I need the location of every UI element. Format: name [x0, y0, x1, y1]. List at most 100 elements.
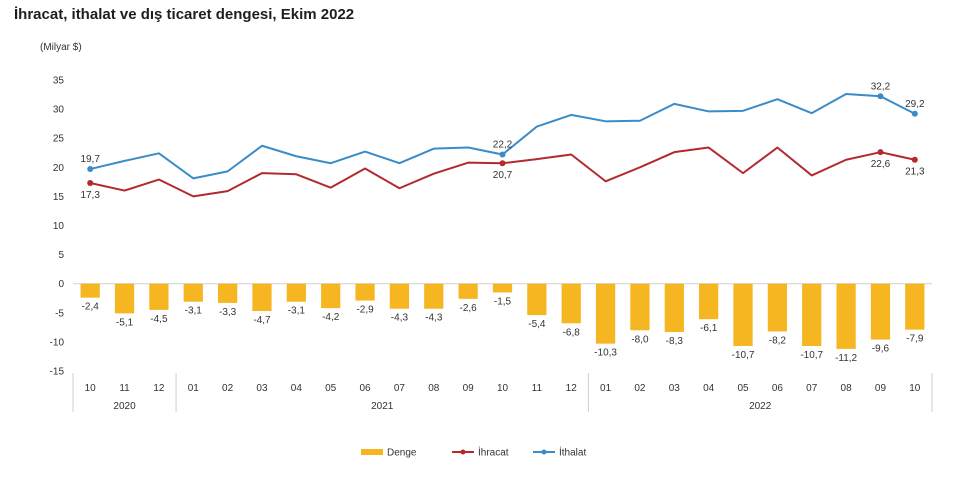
x-tick-label: 12 [566, 383, 578, 394]
denge-bar-label: -7,9 [906, 334, 924, 345]
denge-bar-label: -4,3 [391, 313, 409, 324]
x-tick-label: 11 [119, 383, 130, 394]
legend-marker-ihracat [460, 449, 466, 455]
denge-bar [870, 283, 891, 340]
x-tick-label: 05 [737, 383, 749, 394]
denge-bar-label: -11,2 [835, 353, 857, 364]
x-tick-label: 06 [359, 383, 371, 394]
denge-bar-label: -8,0 [631, 334, 649, 345]
chart-title: İhracat, ithalat ve dış ticaret dengesi,… [14, 6, 355, 23]
ihracat-point-label: 21,3 [905, 167, 925, 178]
x-tick-label: 06 [772, 383, 784, 394]
y-tick-label: 15 [53, 192, 65, 203]
ithalat-marker [87, 166, 94, 173]
denge-bar [561, 283, 581, 324]
x-tick-label: 02 [634, 383, 646, 394]
y-tick-label: 10 [53, 221, 65, 232]
denge-bar [286, 283, 306, 302]
x-tick-label: 07 [806, 383, 818, 394]
denge-bar [458, 283, 478, 299]
denge-bar-label: -2,6 [460, 303, 478, 314]
year-label: 2020 [113, 401, 136, 412]
denge-bar [321, 283, 341, 309]
y-tick-label: 20 [53, 163, 65, 174]
denge-bar [630, 283, 650, 331]
denge-bar-label: -6,1 [700, 323, 718, 334]
denge-bar [114, 283, 135, 314]
denge-bar-label: -4,7 [253, 315, 271, 326]
denge-bar-label: -3,1 [288, 306, 306, 317]
y-tick-label: -5 [55, 308, 64, 319]
denge-bar-label: -10,7 [800, 350, 823, 361]
denge-bar [149, 283, 169, 310]
denge-bar [767, 283, 788, 332]
legend-label: Denge [387, 448, 417, 459]
x-axis: 10 11 12 01 02 03 04 05 06 07 08 09 10 11 12 01 02 03 04 05… [72, 373, 933, 412]
denge-bar-label: -6,8 [563, 327, 581, 338]
legend-marker-ithalat [541, 449, 547, 455]
year-label: 2021 [371, 401, 394, 412]
denge-bar [389, 283, 410, 309]
y-tick-label: 35 [53, 76, 65, 87]
denge-bar-label: -1,5 [494, 296, 512, 307]
denge-bar-label: -4,5 [150, 314, 168, 325]
chart-legend: Denge İhracat İthalat [361, 446, 586, 459]
y-tick-label: -10 [50, 337, 65, 348]
denge-bar [492, 283, 513, 293]
y-tick-label: 25 [53, 134, 65, 145]
denge-bar [424, 283, 444, 309]
ithalat-marker [877, 93, 884, 100]
x-tick-label: 08 [841, 383, 853, 394]
ihracat-point-label: 17,3 [80, 190, 100, 201]
denge-bar [802, 283, 822, 346]
ihracat-marker [911, 156, 918, 163]
x-tick-label: 10 [85, 383, 97, 394]
denge-bar [733, 283, 753, 346]
y-tick-label: -15 [50, 367, 65, 378]
ihracat-marker [499, 160, 506, 167]
legend-swatch-denge [361, 449, 383, 455]
x-tick-label: 04 [291, 383, 303, 394]
denge-bar-label: -9,6 [872, 344, 890, 355]
denge-bar-label: -10,7 [732, 350, 755, 361]
denge-bar [80, 283, 100, 298]
x-tick-label: 12 [153, 383, 165, 394]
denge-bar-label: -8,2 [769, 335, 787, 346]
denge-bar [905, 283, 925, 330]
denge-bar [664, 283, 684, 333]
year-label: 2022 [749, 401, 772, 412]
ihracat-point-label: 22,6 [871, 159, 891, 170]
denge-bar-label: -10,3 [594, 348, 617, 359]
trade-lines [87, 92, 918, 198]
denge-bar [355, 283, 375, 301]
legend-label: İhracat [478, 446, 509, 459]
x-tick-label: 11 [532, 383, 543, 394]
x-tick-label: 08 [428, 383, 440, 394]
ithalat-marker [499, 151, 506, 158]
x-tick-label: 09 [463, 383, 475, 394]
denge-bar-label: -2,4 [82, 302, 100, 313]
x-tick-label: 04 [703, 383, 715, 394]
legend-label: İthalat [559, 446, 586, 459]
denge-bar [595, 283, 616, 344]
ithalat-point-label: 22,2 [493, 139, 513, 150]
data-labels: -2,4 -5,1 -4,5 -3,1 -3,3 -4,7 -3,1 -4,2 -2,9 -4,3… [80, 81, 925, 364]
ihracat-marker [87, 180, 94, 187]
denge-bar-label: -3,3 [219, 307, 237, 318]
ithalat-point-label: 32,2 [871, 81, 891, 92]
x-tick-label: 10 [497, 383, 509, 394]
denge-bar-label: -2,9 [356, 305, 374, 316]
y-tick-label: 0 [58, 279, 64, 290]
denge-bar [217, 283, 238, 303]
denge-bar-label: -4,3 [425, 313, 443, 324]
x-tick-label: 05 [325, 383, 337, 394]
x-tick-label: 01 [188, 383, 200, 394]
denge-bar-label: -8,3 [666, 336, 684, 347]
y-tick-label: 5 [58, 250, 64, 261]
denge-bar [527, 283, 547, 316]
y-axis: -15 -10 -5 0 5 10 15 20 25 30 35 [50, 76, 65, 378]
denge-bar [699, 283, 719, 320]
x-tick-label: 02 [222, 383, 234, 394]
x-tick-label: 03 [669, 383, 681, 394]
